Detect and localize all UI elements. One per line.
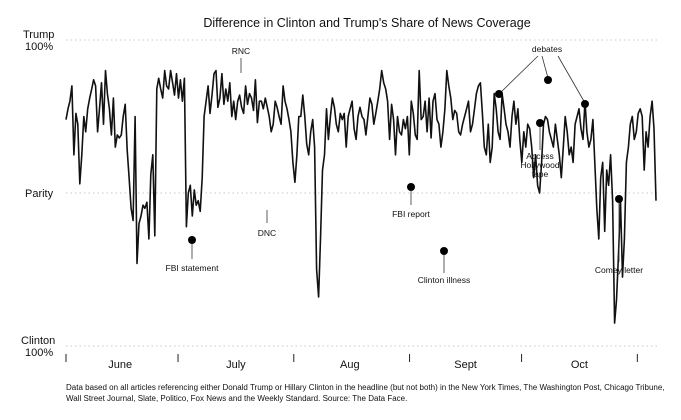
month-label-june: June: [108, 359, 132, 371]
event-marker-comey-letter: [615, 195, 623, 203]
x-axis: June July Aug Sept Oct: [65, 354, 638, 371]
leader-debate-1: [498, 55, 539, 95]
annotation-dnc: DNC: [258, 228, 276, 238]
y-axis-labels: Trump 100% Parity Clinton 100%: [21, 29, 55, 359]
event-annotations: FBI statement RNC DNC FBI report Clinton…: [166, 44, 644, 285]
annotation-leaders: [191, 55, 620, 273]
leader-debate-3: [557, 55, 586, 104]
source-note: Data based on all articles referencing e…: [66, 383, 665, 403]
annotation-fbi-report: FBI report: [392, 209, 430, 219]
coverage-difference-line: [65, 69, 657, 324]
y-label-trump-pct: 100%: [25, 41, 53, 53]
month-label-aug: Aug: [340, 359, 360, 371]
event-marker-clinton-illness: [440, 247, 448, 255]
annotation-fbi-statement: FBI statement: [166, 263, 220, 273]
annotation-debates: debates: [532, 44, 562, 54]
month-label-july: July: [226, 359, 246, 371]
y-label-trump: Trump: [23, 29, 54, 41]
annotation-comey-letter: Comey letter: [595, 265, 643, 275]
annotation-access-hollywood-1: Access: [526, 151, 553, 161]
event-marker-debate-1: [495, 90, 503, 98]
y-label-clinton-pct: 100%: [25, 347, 53, 359]
annotation-access-hollywood-3: tape: [532, 169, 549, 179]
y-label-parity: Parity: [25, 188, 54, 200]
y-label-clinton: Clinton: [21, 335, 55, 347]
event-marker-debate-3: [581, 100, 589, 108]
gridlines: [66, 39, 660, 347]
event-marker-debate-2: [544, 76, 552, 84]
annotation-rnc: RNC: [232, 46, 250, 56]
month-label-oct: Oct: [571, 359, 588, 371]
month-label-sept: Sept: [454, 359, 477, 371]
chart-title: Difference in Clinton and Trump's Share …: [203, 16, 530, 30]
event-markers: [188, 76, 623, 255]
annotation-clinton-illness: Clinton illness: [418, 275, 470, 285]
event-marker-fbi-statement: [188, 236, 196, 244]
event-marker-fbi-report: [407, 183, 415, 191]
leader-debate-2: [541, 55, 549, 79]
event-marker-access-hollywood: [536, 119, 544, 127]
annotation-access-hollywood-2: Hollywood: [520, 160, 559, 170]
